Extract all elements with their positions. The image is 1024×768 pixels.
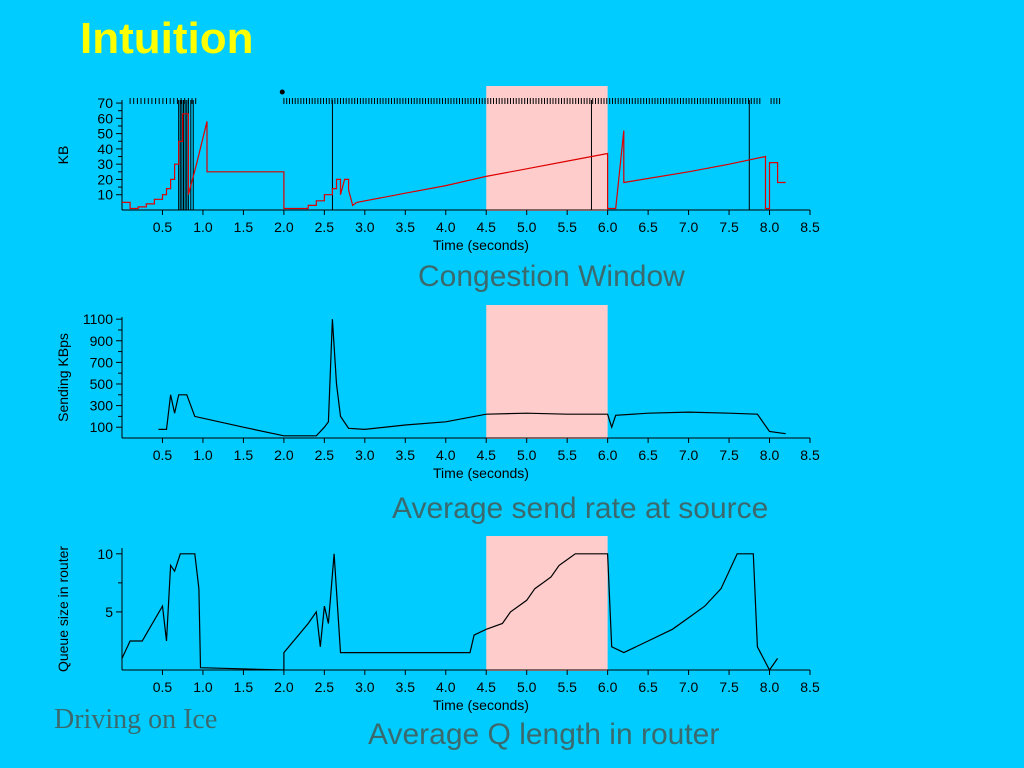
y-tick-label: 500 <box>90 376 114 392</box>
y-tick-label: 50 <box>97 126 113 142</box>
x-tick-label: 6.5 <box>638 679 658 695</box>
y-tick-label: 40 <box>97 141 113 157</box>
x-axis-label: Time (seconds) <box>433 697 529 713</box>
x-tick-label: 3.0 <box>355 219 375 235</box>
y-tick-label: 70 <box>97 95 113 111</box>
x-tick-label: 7.0 <box>679 447 699 463</box>
caption-send-rate: Average send rate at source <box>392 492 769 525</box>
x-tick-label: 1.0 <box>193 447 213 463</box>
y-axis-label: Sending KBps <box>55 333 71 422</box>
x-tick-label: 7.0 <box>679 219 699 235</box>
x-tick-label: 0.5 <box>153 679 173 695</box>
x-tick-label: 1.5 <box>234 219 254 235</box>
y-tick-label: 30 <box>97 156 113 172</box>
x-tick-label: 5.0 <box>517 679 537 695</box>
x-tick-label: 2.5 <box>315 447 335 463</box>
x-tick-label: 2.0 <box>274 219 294 235</box>
x-tick-label: 4.5 <box>477 219 497 235</box>
highlight-band <box>486 536 608 671</box>
highlight-band <box>486 86 608 211</box>
y-tick-label: 1100 <box>83 311 113 327</box>
series-line <box>158 319 786 437</box>
x-tick-label: 8.5 <box>800 219 820 235</box>
x-tick-label: 6.0 <box>598 219 618 235</box>
x-tick-label: 6.5 <box>638 219 658 235</box>
x-tick-label: 6.5 <box>638 447 658 463</box>
footer-text: Driving on Ice <box>54 704 218 735</box>
x-tick-label: 3.5 <box>396 447 416 463</box>
x-tick-label: 7.5 <box>719 447 739 463</box>
y-tick-label: 10 <box>97 546 113 562</box>
x-tick-label: 3.5 <box>396 219 416 235</box>
x-tick-label: 2.5 <box>315 679 335 695</box>
x-axis-label: Time (seconds) <box>433 465 529 481</box>
x-tick-label: 6.0 <box>598 447 618 463</box>
x-tick-label: 5.0 <box>517 447 537 463</box>
x-tick-label: 5.5 <box>557 447 577 463</box>
x-tick-label: 4.5 <box>477 679 497 695</box>
y-tick-label: 700 <box>90 354 114 370</box>
x-tick-label: 3.0 <box>355 679 375 695</box>
x-tick-label: 2.5 <box>315 219 335 235</box>
x-tick-label: 7.5 <box>719 679 739 695</box>
y-axis-label: KB <box>55 146 71 165</box>
x-axis-label: Time (seconds) <box>433 237 529 253</box>
x-tick-label: 7.5 <box>719 219 739 235</box>
y-axis-label: Queue size in router <box>55 546 71 672</box>
x-tick-label: 4.5 <box>477 447 497 463</box>
caption-queue-length: Average Q length in router <box>368 718 720 751</box>
x-tick-label: 3.0 <box>355 447 375 463</box>
x-tick-label: 3.5 <box>396 679 416 695</box>
x-tick-label: 8.5 <box>800 447 820 463</box>
x-tick-label: 1.5 <box>234 679 254 695</box>
x-tick-label: 0.5 <box>153 447 173 463</box>
y-tick-label: 5 <box>105 604 113 620</box>
highlight-band <box>486 305 608 439</box>
y-tick-label: 100 <box>90 419 114 435</box>
x-tick-label: 4.0 <box>436 447 456 463</box>
x-tick-label: 1.5 <box>234 447 254 463</box>
series-line <box>121 553 779 672</box>
x-tick-label: 8.0 <box>760 219 780 235</box>
caption-congestion-window: Congestion Window <box>418 260 685 293</box>
x-tick-label: 8.5 <box>800 679 820 695</box>
x-tick-label: 8.0 <box>760 447 780 463</box>
x-tick-label: 7.0 <box>679 679 699 695</box>
packet-rug <box>129 98 781 104</box>
y-tick-label: 60 <box>97 110 113 126</box>
y-tick-label: 20 <box>97 171 113 187</box>
y-tick-label: 900 <box>90 333 114 349</box>
x-tick-label: 1.0 <box>193 219 213 235</box>
y-tick-label: 300 <box>90 398 114 414</box>
x-tick-label: 4.0 <box>436 219 456 235</box>
x-tick-label: 2.0 <box>274 679 294 695</box>
x-tick-label: 8.0 <box>760 679 780 695</box>
x-tick-label: 4.0 <box>436 679 456 695</box>
x-tick-label: 5.5 <box>557 679 577 695</box>
x-tick-label: 0.5 <box>153 219 173 235</box>
x-tick-label: 5.5 <box>557 219 577 235</box>
x-tick-label: 6.0 <box>598 679 618 695</box>
x-tick-label: 2.0 <box>274 447 294 463</box>
x-tick-label: 1.0 <box>193 679 213 695</box>
marker-dot <box>279 89 285 95</box>
series-line <box>122 113 786 210</box>
slide-title: Intuition <box>80 14 254 63</box>
y-tick-label: 10 <box>97 187 113 203</box>
x-tick-label: 5.0 <box>517 219 537 235</box>
